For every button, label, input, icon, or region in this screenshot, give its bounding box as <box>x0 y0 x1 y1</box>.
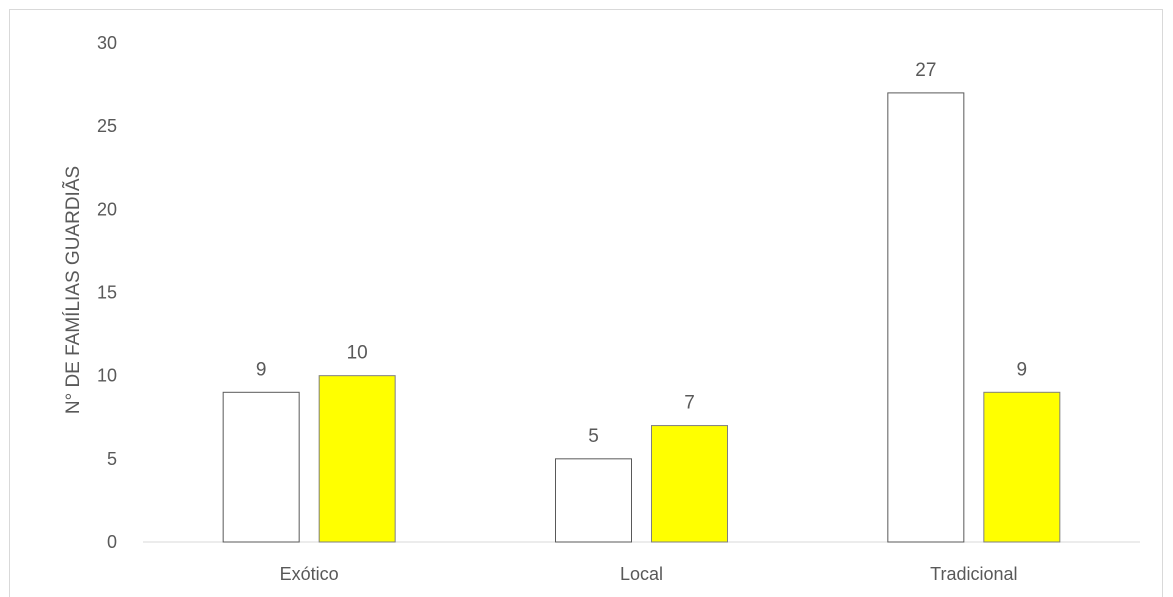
data-label: 10 <box>347 343 368 364</box>
bar-series2-0 <box>318 375 396 543</box>
x-category-label: Exótico <box>280 564 339 584</box>
bar-series2-2 <box>983 391 1061 543</box>
data-label: 9 <box>256 359 267 380</box>
data-labels: 9 10 5 7 27 9 <box>256 60 1027 447</box>
data-label: 27 <box>915 60 936 81</box>
y-tick-label: 0 <box>107 532 117 552</box>
y-axis-title: N° DE FAMÍLIAS GUARDIÃS <box>62 166 84 414</box>
bars <box>222 92 1061 543</box>
y-tick-label: 15 <box>97 283 117 303</box>
data-label: 9 <box>1017 359 1028 380</box>
y-axis-ticks: 0 5 10 15 20 25 30 <box>97 33 117 552</box>
x-category-label: Local <box>620 564 663 584</box>
y-tick-label: 25 <box>97 116 117 136</box>
bar-series1-1 <box>555 458 632 543</box>
x-axis-category-labels: Exótico Local Tradicional <box>280 564 1018 584</box>
y-tick-label: 30 <box>97 33 117 53</box>
y-tick-label: 10 <box>97 366 117 386</box>
y-tick-label: 5 <box>107 449 117 469</box>
data-label: 7 <box>684 393 695 414</box>
bar-series1-2 <box>887 92 965 543</box>
bar-series2-1 <box>651 425 728 543</box>
bar-series1-0 <box>222 391 300 543</box>
x-category-label: Tradicional <box>930 564 1017 584</box>
data-label: 5 <box>588 426 599 447</box>
y-tick-label: 20 <box>97 199 117 219</box>
